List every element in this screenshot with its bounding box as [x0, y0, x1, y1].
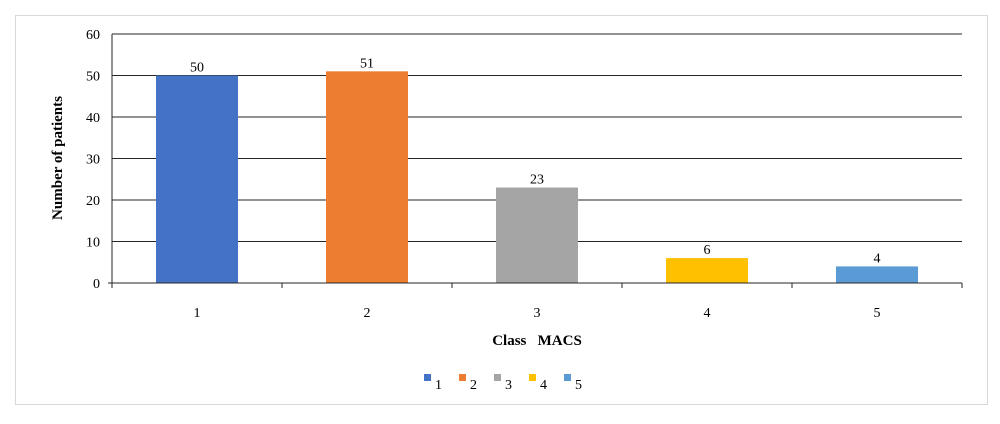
bar-2 [326, 71, 408, 283]
bar-5 [836, 266, 918, 283]
legend-label-3: 3 [505, 378, 512, 393]
gridlines [112, 33, 962, 242]
bar-1 [156, 75, 238, 283]
y-tick-label: 20 [86, 194, 100, 209]
data-label-2: 51 [360, 56, 374, 71]
legend-label-1: 1 [435, 378, 442, 393]
legend-swatch-2 [459, 374, 466, 381]
legend: 1 2 3 4 5 [424, 374, 582, 393]
x-tick-label: 2 [364, 306, 371, 321]
y-tick-label: 40 [86, 111, 100, 126]
y-tick-label: 30 [86, 153, 100, 168]
y-tick-label: 0 [93, 277, 100, 292]
data-label-4: 6 [704, 243, 711, 258]
bars [156, 71, 918, 283]
bar-3 [496, 187, 578, 283]
data-label-1: 50 [190, 61, 204, 76]
y-tick-label: 10 [86, 236, 100, 251]
legend-swatch-1 [424, 374, 431, 381]
data-labels: 50 51 23 6 4 [190, 56, 881, 266]
y-axis-ticks: 0 10 20 30 40 50 60 [86, 28, 100, 292]
x-axis-title: Class MACS [492, 333, 582, 349]
bar-4 [666, 258, 748, 283]
x-tick-label: 5 [874, 306, 881, 321]
x-axis [108, 34, 963, 288]
x-tick-label: 3 [534, 306, 541, 321]
data-label-5: 4 [874, 251, 881, 266]
data-label-3: 23 [530, 173, 544, 188]
x-tick-label: 4 [704, 306, 711, 321]
legend-swatch-5 [564, 374, 571, 381]
legend-swatch-3 [494, 374, 501, 381]
y-axis-title: Number of patients [50, 96, 66, 220]
x-axis-ticks: 1 2 3 4 5 [194, 306, 881, 321]
legend-label-2: 2 [470, 378, 477, 393]
legend-label-4: 4 [540, 378, 547, 393]
legend-swatch-4 [529, 374, 536, 381]
y-tick-label: 60 [86, 28, 100, 43]
y-tick-label: 50 [86, 70, 100, 85]
x-tick-label: 1 [194, 306, 201, 321]
legend-label-5: 5 [575, 378, 582, 393]
